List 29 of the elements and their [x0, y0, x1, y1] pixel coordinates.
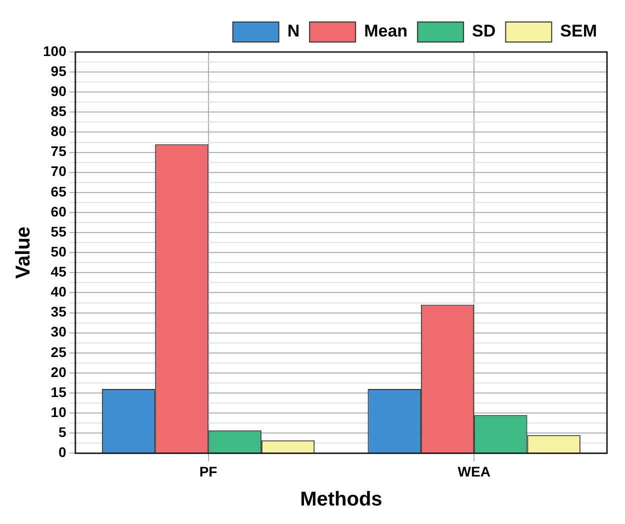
y-tick-label: 40 [50, 284, 67, 300]
y-tick-label: 55 [50, 223, 67, 240]
legend-label: SD [472, 22, 496, 41]
y-tick-label: 95 [50, 62, 67, 79]
y-tick-label: 75 [50, 143, 67, 160]
y-tick-label: 0 [58, 444, 67, 460]
y-tick-label: 25 [50, 344, 67, 360]
y-tick-label: 20 [50, 364, 67, 380]
x-axis-title: Methods [300, 488, 382, 511]
y-tick-label: 45 [50, 264, 67, 280]
y-tick-label: 60 [50, 203, 67, 220]
y-tick-label: 70 [50, 163, 67, 180]
y-tick-label: 90 [50, 82, 67, 99]
x-tick-label: PF [199, 463, 218, 480]
legend-label: N [287, 22, 300, 41]
legend-label: Mean [364, 22, 408, 41]
y-tick-label: 50 [50, 243, 67, 260]
y-tick-label: 30 [50, 324, 67, 340]
y-tick-label: 100 [43, 42, 67, 59]
y-tick-label: 65 [50, 183, 67, 200]
y-axis-title: Value [12, 226, 35, 279]
legend-label: SEM [560, 22, 598, 41]
y-tick-label: 80 [50, 123, 67, 140]
y-tick-label: 35 [50, 304, 67, 320]
y-tick-label: 85 [50, 103, 67, 120]
x-tick-label: WEA [458, 463, 490, 480]
y-tick-label: 15 [50, 384, 67, 400]
y-tick-label: 5 [58, 424, 67, 440]
y-tick-label: 10 [50, 404, 67, 420]
